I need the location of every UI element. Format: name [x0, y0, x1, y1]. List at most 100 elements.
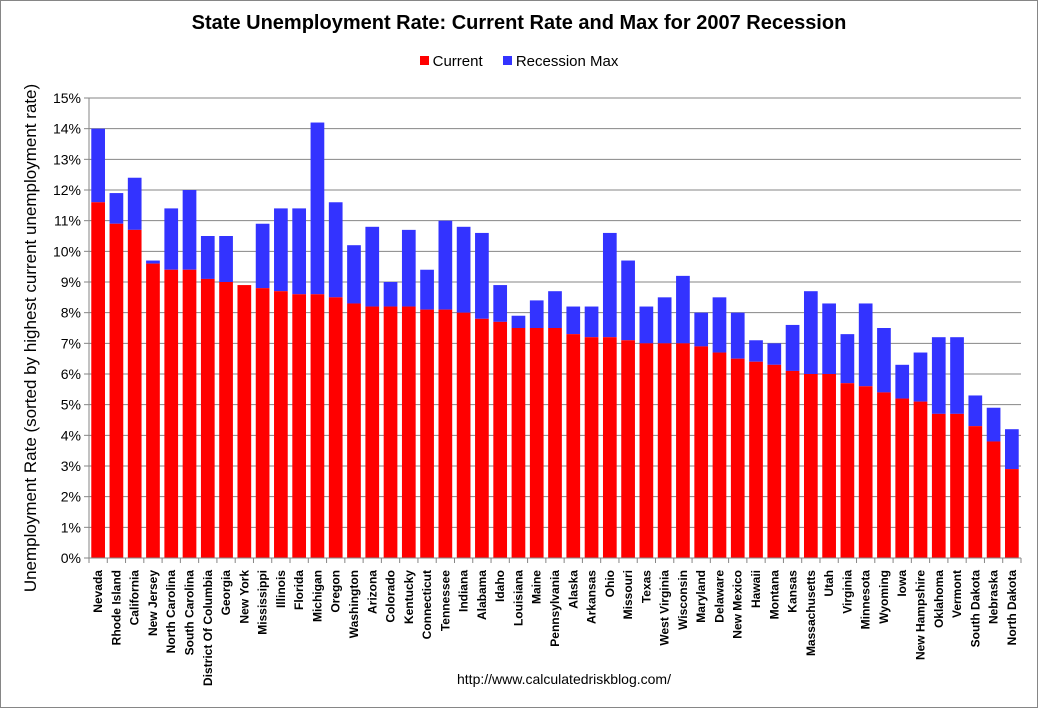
- bar-current-connecticut: [420, 309, 434, 558]
- y-tick-label: 6%: [61, 366, 81, 382]
- bar-current-alabama: [475, 318, 489, 558]
- bar-current-district-of-columbia: [200, 278, 215, 558]
- bar-recession-max-mississippi: [255, 223, 270, 289]
- bar-current-pennsylvania: [548, 328, 562, 558]
- y-tick-label: 12%: [53, 182, 81, 198]
- bar-current-north-dakota: [1005, 469, 1019, 558]
- bar-current-nevada: [91, 202, 105, 558]
- x-tick-label: Maryland: [694, 570, 708, 623]
- x-tick-label: North Carolina: [164, 570, 178, 654]
- x-tick-label: Delaware: [712, 570, 726, 623]
- bar-current-idaho: [493, 321, 508, 558]
- legend-swatch-current: [419, 56, 429, 65]
- x-tick-label: Colorado: [384, 570, 398, 623]
- bar-current-rhode-island: [109, 223, 124, 558]
- x-tick-label: New York: [237, 570, 251, 624]
- bar-current-wyoming: [877, 392, 891, 558]
- x-tick-label: Maine: [530, 570, 544, 604]
- bar-recession-max-massachusetts: [803, 291, 818, 374]
- legend-item-recession-max: Recession Max: [502, 53, 618, 70]
- bar-current-wisconsin: [676, 343, 690, 558]
- bar-recession-max-new-jersey: [146, 260, 160, 264]
- x-tick-label: Louisiana: [511, 570, 525, 626]
- bar-recession-max-washington: [347, 245, 361, 304]
- x-tick-label: New Hampshire: [913, 570, 927, 660]
- bar-recession-max-louisiana: [511, 315, 526, 328]
- x-tick-label: Arkansas: [585, 570, 599, 624]
- bar-current-florida: [292, 294, 307, 558]
- bar-recession-max-north-carolina: [164, 208, 179, 270]
- bar-current-california: [127, 229, 142, 558]
- x-tick-label: Nevada: [91, 570, 105, 613]
- x-tick-label: Wyoming: [877, 570, 891, 624]
- bar-current-ohio: [602, 337, 617, 558]
- bar-current-washington: [347, 303, 361, 558]
- bar-current-oklahoma: [931, 413, 946, 558]
- x-tick-label: Michigan: [310, 570, 324, 622]
- bar-current-utah: [822, 374, 836, 558]
- bar-current-south-dakota: [968, 426, 983, 558]
- bar-recession-max-florida: [292, 208, 307, 295]
- bar-recession-max-virginia: [840, 334, 855, 384]
- x-tick-label: Massachusetts: [804, 570, 818, 656]
- y-tick-label: 4%: [61, 427, 81, 443]
- x-tick-label: Iowa: [895, 570, 909, 597]
- y-tick-label: 8%: [61, 305, 81, 321]
- x-tick-label: South Carolina: [183, 570, 197, 656]
- y-tick-label: 2%: [61, 489, 81, 505]
- bar-current-new-mexico: [730, 358, 745, 558]
- bar-recession-max-wyoming: [877, 328, 891, 393]
- y-tick-label: 7%: [61, 335, 81, 351]
- bar-recession-max-wisconsin: [676, 275, 690, 344]
- bar-recession-max-colorado: [383, 282, 398, 307]
- bar-current-arkansas: [584, 337, 599, 558]
- bar-current-minnesota: [858, 386, 873, 558]
- y-tick-label: 11%: [54, 213, 81, 229]
- x-tick-label: Nebraska: [987, 570, 1001, 624]
- bar-current-nebraska: [986, 441, 1001, 558]
- bar-current-montana: [767, 364, 782, 558]
- x-tick-label: Washington: [347, 570, 361, 638]
- bar-recession-max-maine: [529, 300, 544, 328]
- legend-item-current: Current: [419, 53, 483, 70]
- x-tick-label: West Virginia: [658, 570, 672, 646]
- bar-current-new-hampshire: [913, 401, 928, 558]
- x-tick-label: Hawaii: [749, 570, 763, 608]
- y-tick-label: 13%: [53, 151, 81, 167]
- bar-current-west-virginia: [657, 343, 672, 558]
- bar-current-georgia: [219, 282, 233, 558]
- bar-current-south-carolina: [182, 269, 197, 558]
- bar-recession-max-new-hampshire: [913, 352, 928, 402]
- bar-recession-max-district-of-columbia: [200, 236, 215, 279]
- x-tick-label: Rhode Island: [109, 570, 123, 645]
- bar-recession-max-hawaii: [749, 340, 763, 362]
- bar-current-colorado: [383, 306, 398, 558]
- bar-recession-max-michigan: [310, 122, 325, 295]
- bar-current-virginia: [840, 383, 855, 558]
- y-tick-label: 0%: [61, 550, 81, 566]
- bar-recession-max-utah: [822, 303, 836, 374]
- x-tick-label: Pennsylvania: [548, 570, 562, 647]
- x-tick-label: Alaska: [566, 570, 580, 609]
- x-tick-label: New Jersey: [146, 570, 160, 636]
- bar-recession-max-texas: [639, 306, 654, 344]
- y-tick-label: 10%: [53, 243, 81, 259]
- y-tick-label: 3%: [61, 458, 81, 474]
- bar-recession-max-nebraska: [986, 407, 1001, 442]
- bar-recession-max-pennsylvania: [548, 291, 562, 328]
- bar-recession-max-oregon: [328, 202, 343, 298]
- bar-recession-max-california: [127, 177, 142, 230]
- bar-recession-max-kansas: [785, 324, 800, 371]
- bar-current-new-jersey: [146, 263, 160, 558]
- x-tick-label: Vermont: [950, 570, 964, 618]
- x-tick-label: Oregon: [329, 570, 343, 613]
- bar-current-maryland: [694, 346, 709, 558]
- bar-recession-max-connecticut: [420, 269, 434, 310]
- x-tick-label: Illinois: [274, 570, 288, 608]
- bar-recession-max-iowa: [895, 364, 910, 399]
- bar-recession-max-illinois: [274, 208, 288, 292]
- bar-current-texas: [639, 343, 654, 558]
- x-tick-label: Indiana: [457, 570, 471, 612]
- x-tick-label: Georgia: [219, 570, 233, 616]
